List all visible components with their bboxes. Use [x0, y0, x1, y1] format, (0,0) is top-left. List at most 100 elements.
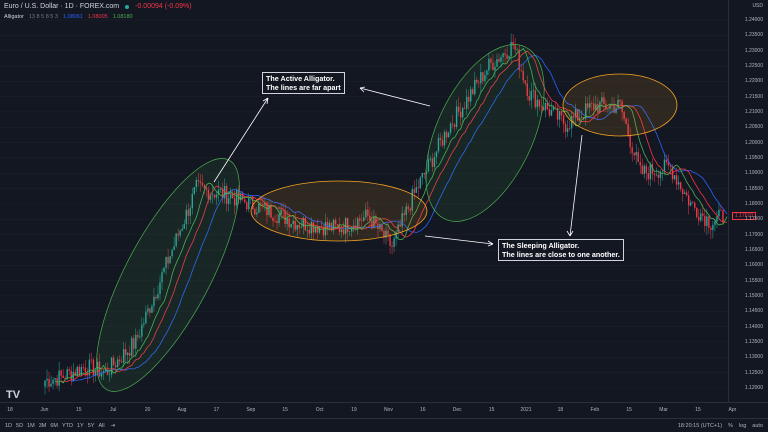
candle	[324, 221, 327, 236]
price-tick: 1.16500	[744, 246, 763, 253]
candle	[625, 118, 627, 125]
candle	[661, 171, 664, 173]
range-5y[interactable]: 5Y	[87, 422, 95, 429]
candle	[526, 83, 528, 97]
candle	[429, 158, 432, 160]
candle	[373, 216, 375, 229]
log-toggle[interactable]: log	[738, 422, 747, 429]
candle	[508, 56, 510, 59]
candle	[94, 370, 97, 376]
range-all[interactable]: All	[98, 422, 105, 429]
candle	[258, 203, 260, 213]
indicator-name[interactable]: Alligator	[4, 14, 24, 20]
candle	[574, 109, 577, 118]
time-tick: Feb	[590, 407, 600, 413]
range-1d[interactable]: 1D	[5, 422, 13, 429]
clock[interactable]: 18:20:15 (UTC+1)	[677, 422, 723, 429]
candle	[340, 229, 343, 232]
candle	[256, 212, 258, 215]
candle	[617, 99, 619, 108]
candle	[104, 369, 107, 372]
candle	[284, 210, 286, 224]
candle	[131, 338, 133, 356]
price-tick: 1.22000	[744, 78, 763, 85]
percent-toggle[interactable]: %	[728, 422, 733, 429]
price-chart[interactable]: TV	[0, 0, 728, 402]
candle	[102, 371, 105, 373]
auto-toggle[interactable]: auto	[752, 422, 763, 429]
price-tick: 1.18500	[744, 185, 763, 192]
price-tick: 1.14500	[744, 308, 763, 315]
candle	[135, 334, 137, 349]
candle	[504, 53, 506, 55]
candle	[201, 182, 204, 186]
alligator-line	[61, 50, 728, 383]
candle	[447, 132, 450, 138]
candle	[272, 217, 274, 222]
candle	[223, 185, 226, 199]
price-tick: 1.18000	[744, 200, 763, 207]
candle	[151, 306, 153, 313]
price-tick: 1.20000	[744, 139, 763, 146]
candle	[570, 116, 573, 129]
candle	[114, 365, 117, 368]
candle	[476, 79, 478, 83]
candle	[631, 147, 633, 153]
symbol-title[interactable]: Euro / U.S. Dollar · 1D · FOREX.com	[4, 3, 120, 10]
candle	[240, 193, 242, 201]
range-ytd[interactable]: YTD	[61, 422, 73, 429]
candle	[671, 166, 674, 180]
candle	[175, 233, 177, 246]
lips-value: 1.08180	[112, 14, 133, 20]
candle	[171, 250, 173, 257]
candle	[371, 220, 373, 229]
time-tick: 15	[282, 407, 288, 413]
candle	[112, 357, 115, 366]
time-axis[interactable]: 18 Jun 15 Jul 20 Aug 17 Sep 15 Oct 19 Nov 16 Dec 15 202…	[0, 402, 768, 418]
range-3m[interactable]: 3M	[38, 422, 47, 429]
currency-label[interactable]: USD	[752, 3, 763, 9]
candle	[461, 107, 464, 118]
candle	[312, 222, 315, 233]
time-tick: Aug	[177, 407, 187, 413]
range-6m[interactable]: 6M	[50, 422, 58, 429]
time-tick: Mar	[659, 407, 668, 413]
range-5d[interactable]: 5D	[16, 422, 24, 429]
candle	[524, 80, 526, 84]
candle	[181, 228, 183, 231]
candle	[576, 109, 579, 121]
range-1m[interactable]: 1M	[27, 422, 35, 429]
price-tick: 1.19000	[744, 170, 763, 177]
range-1y[interactable]: 1Y	[76, 422, 84, 429]
candle	[262, 204, 264, 206]
goto-date-icon[interactable]: ⇥	[110, 422, 116, 429]
candle	[548, 109, 551, 116]
candle	[179, 230, 181, 236]
candle	[534, 90, 537, 108]
candle	[685, 192, 688, 196]
candle	[546, 102, 549, 110]
time-tick: 15	[626, 407, 632, 413]
candle	[435, 151, 438, 158]
candle	[159, 282, 161, 295]
candle	[689, 202, 692, 206]
candle	[637, 152, 639, 162]
candle	[679, 182, 682, 190]
candle	[338, 225, 341, 232]
candle	[453, 124, 456, 127]
candle	[147, 308, 149, 312]
candle	[282, 209, 284, 211]
candle	[153, 296, 155, 307]
candle	[227, 198, 230, 204]
candle	[411, 189, 413, 211]
candle	[308, 230, 311, 234]
price-axis[interactable]: USD 1.17610 1.24000 1.23500 1.23000 1.22500…	[728, 0, 768, 402]
candle	[540, 106, 543, 107]
chart-header: Euro / U.S. Dollar · 1D · FOREX.com -0.0…	[4, 3, 192, 10]
time-tick: 2021	[520, 407, 532, 413]
candle	[286, 218, 288, 224]
time-tick: 17	[213, 407, 220, 413]
candle	[58, 370, 60, 386]
candle	[451, 123, 454, 125]
candle	[716, 216, 718, 222]
